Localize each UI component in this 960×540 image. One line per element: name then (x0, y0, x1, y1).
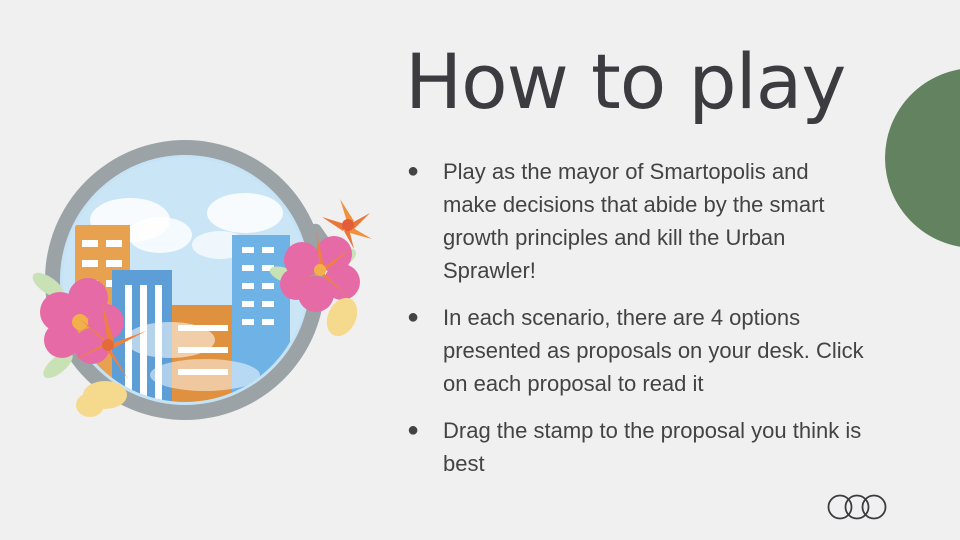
list-item: ● Play as the mayor of Smartopolis and m… (405, 155, 865, 287)
bullet-marker: ● (407, 160, 420, 182)
bullet-text: Drag the stamp to the proposal you think… (443, 418, 862, 476)
list-item: ● Drag the stamp to the proposal you thi… (405, 414, 865, 480)
bomb-city-icon (32, 140, 372, 420)
three-rings-logo-icon (827, 494, 887, 520)
bullet-marker: ● (407, 419, 420, 441)
instructions-list: ● Play as the mayor of Smartopolis and m… (405, 155, 865, 494)
list-item: ● In each scenario, there are 4 options … (405, 301, 865, 400)
page-title: How to play (405, 37, 846, 126)
bullet-text: In each scenario, there are 4 options pr… (443, 305, 864, 396)
decorative-green-circle (885, 68, 960, 248)
bullet-marker: ● (407, 306, 420, 328)
bullet-text: Play as the mayor of Smartopolis and mak… (443, 159, 825, 283)
